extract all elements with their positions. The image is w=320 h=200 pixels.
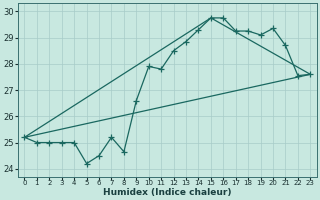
X-axis label: Humidex (Indice chaleur): Humidex (Indice chaleur) — [103, 188, 232, 197]
